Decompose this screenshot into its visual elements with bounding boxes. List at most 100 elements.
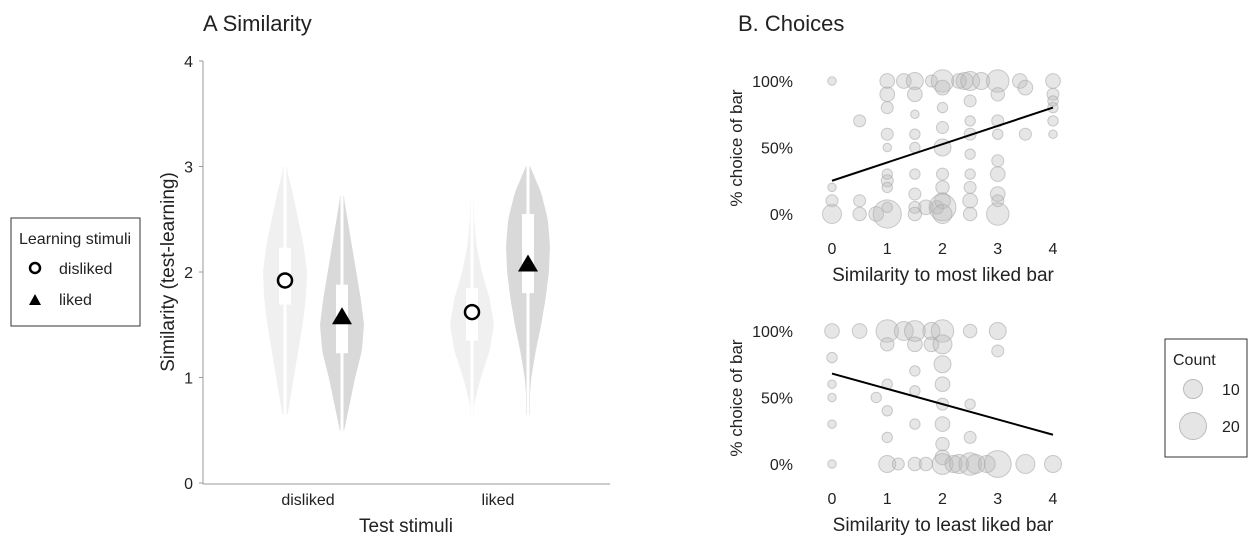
panel-a-yticks: 0 1 2 3 4 [184, 54, 203, 493]
count-legend: Count 10 20 [1164, 338, 1248, 458]
x-tick-label: 4 [1049, 241, 1058, 258]
scatter-point [986, 69, 1010, 93]
panel-a-xlabel: Test stimuli [359, 516, 453, 537]
scatter-point [958, 452, 982, 476]
count-legend-box [1164, 338, 1248, 458]
legend-circle-marker [28, 261, 42, 275]
scatter-point [1045, 73, 1061, 89]
scatter-point [907, 86, 923, 103]
count-legend-title: Count [1173, 352, 1216, 369]
scatter-point [910, 109, 920, 119]
violin-group [263, 166, 550, 431]
scatter-top: 0 1 2 3 4 0% 50% 100% [752, 69, 1061, 258]
x-tick-label: 2 [938, 241, 947, 258]
scatter-point [964, 168, 976, 180]
x-tick-label: 2 [938, 491, 947, 508]
scatter-point [935, 436, 950, 452]
y-tick-label: 50% [761, 141, 793, 158]
scatter-point [991, 344, 1005, 358]
scatter-point [977, 455, 996, 473]
scatter-point [822, 204, 842, 224]
scatter-point [907, 206, 923, 222]
y-tick-label: 4 [184, 54, 193, 71]
scatter-point [881, 181, 893, 194]
scatter-point [827, 379, 837, 389]
y-tick-label: 2 [184, 265, 193, 282]
scatter-point [1048, 129, 1058, 139]
scatter-point [965, 454, 986, 474]
scatter-point [880, 127, 894, 141]
scatter-point [964, 148, 976, 160]
scatter-point [932, 334, 953, 355]
scatter-point [905, 72, 924, 90]
y-tick-label: 3 [184, 160, 193, 177]
scatter-point [936, 121, 949, 135]
scatter-point [934, 416, 951, 432]
scatter-point [960, 71, 981, 91]
scatter-point [918, 456, 934, 472]
scatter-point [909, 365, 921, 377]
y-tick-label: 100% [752, 324, 793, 341]
legend-triangle-marker [29, 294, 41, 305]
scatter-point [1044, 455, 1062, 473]
scatter-point [972, 72, 991, 90]
scatter-point [879, 73, 896, 89]
x-tick-label: 3 [993, 491, 1002, 508]
scatter-point [934, 79, 951, 96]
top-ylabel: % choice of bar [727, 89, 746, 207]
scatter-point [893, 321, 914, 341]
scatter-point [827, 459, 837, 469]
scatter-point [903, 320, 926, 342]
scatter-point [909, 128, 921, 140]
y-tick-label: 100% [752, 74, 793, 91]
x-tick-label: 1 [883, 241, 892, 258]
scatter-point [923, 336, 940, 353]
scatter-point [907, 336, 923, 353]
scatter-point [851, 323, 868, 339]
scatter-point [962, 323, 978, 339]
scatter-point [983, 450, 1012, 478]
scatter-point [878, 455, 897, 473]
scatter-point [827, 419, 837, 429]
y-tick-label: 1 [184, 371, 193, 388]
scatter-point [935, 180, 950, 195]
mean-marker-circle [276, 272, 294, 289]
scatter-point [1018, 127, 1032, 141]
scatter-point [881, 431, 893, 444]
panel-b-title: B. Choices [738, 11, 844, 36]
scatter-point [989, 186, 1006, 202]
panel-a-ylabel: Similarity (test-learning) [158, 172, 179, 372]
scatter-point [963, 180, 977, 194]
scatter-point [933, 355, 952, 374]
scatter-point [962, 206, 978, 222]
scatter-point [870, 391, 882, 404]
top-xlabel: Similarity to most liked bar [832, 265, 1054, 286]
scatter-point [932, 204, 953, 224]
y-tick-label: 0 [184, 476, 193, 493]
regression-line [831, 106, 1054, 182]
panel-a-title: A Similarity [203, 11, 312, 36]
y-tick-label: 0% [770, 207, 793, 224]
scatter-point [964, 398, 976, 410]
scatter-point [931, 453, 954, 475]
x-tick-disliked: disliked [281, 492, 334, 509]
scatter-point [879, 86, 896, 103]
y-tick-label: 50% [761, 391, 793, 408]
scatter-point [936, 167, 949, 181]
violin-box [279, 247, 291, 305]
scatter-point [930, 69, 955, 93]
mean-marker-triangle [332, 307, 352, 325]
scatter-point [951, 73, 967, 89]
count-legend-entry-10: 10 [1222, 382, 1240, 399]
scatter-point [992, 128, 1004, 140]
scatter-point [875, 319, 899, 343]
count-legend-circle-10 [1183, 379, 1203, 399]
scatter-point [827, 182, 837, 193]
scatter-point [881, 201, 893, 214]
scatter-point [880, 101, 894, 115]
x-tick-label: 1 [883, 491, 892, 508]
scatter-point [827, 392, 837, 403]
scatter-point [991, 194, 1005, 208]
